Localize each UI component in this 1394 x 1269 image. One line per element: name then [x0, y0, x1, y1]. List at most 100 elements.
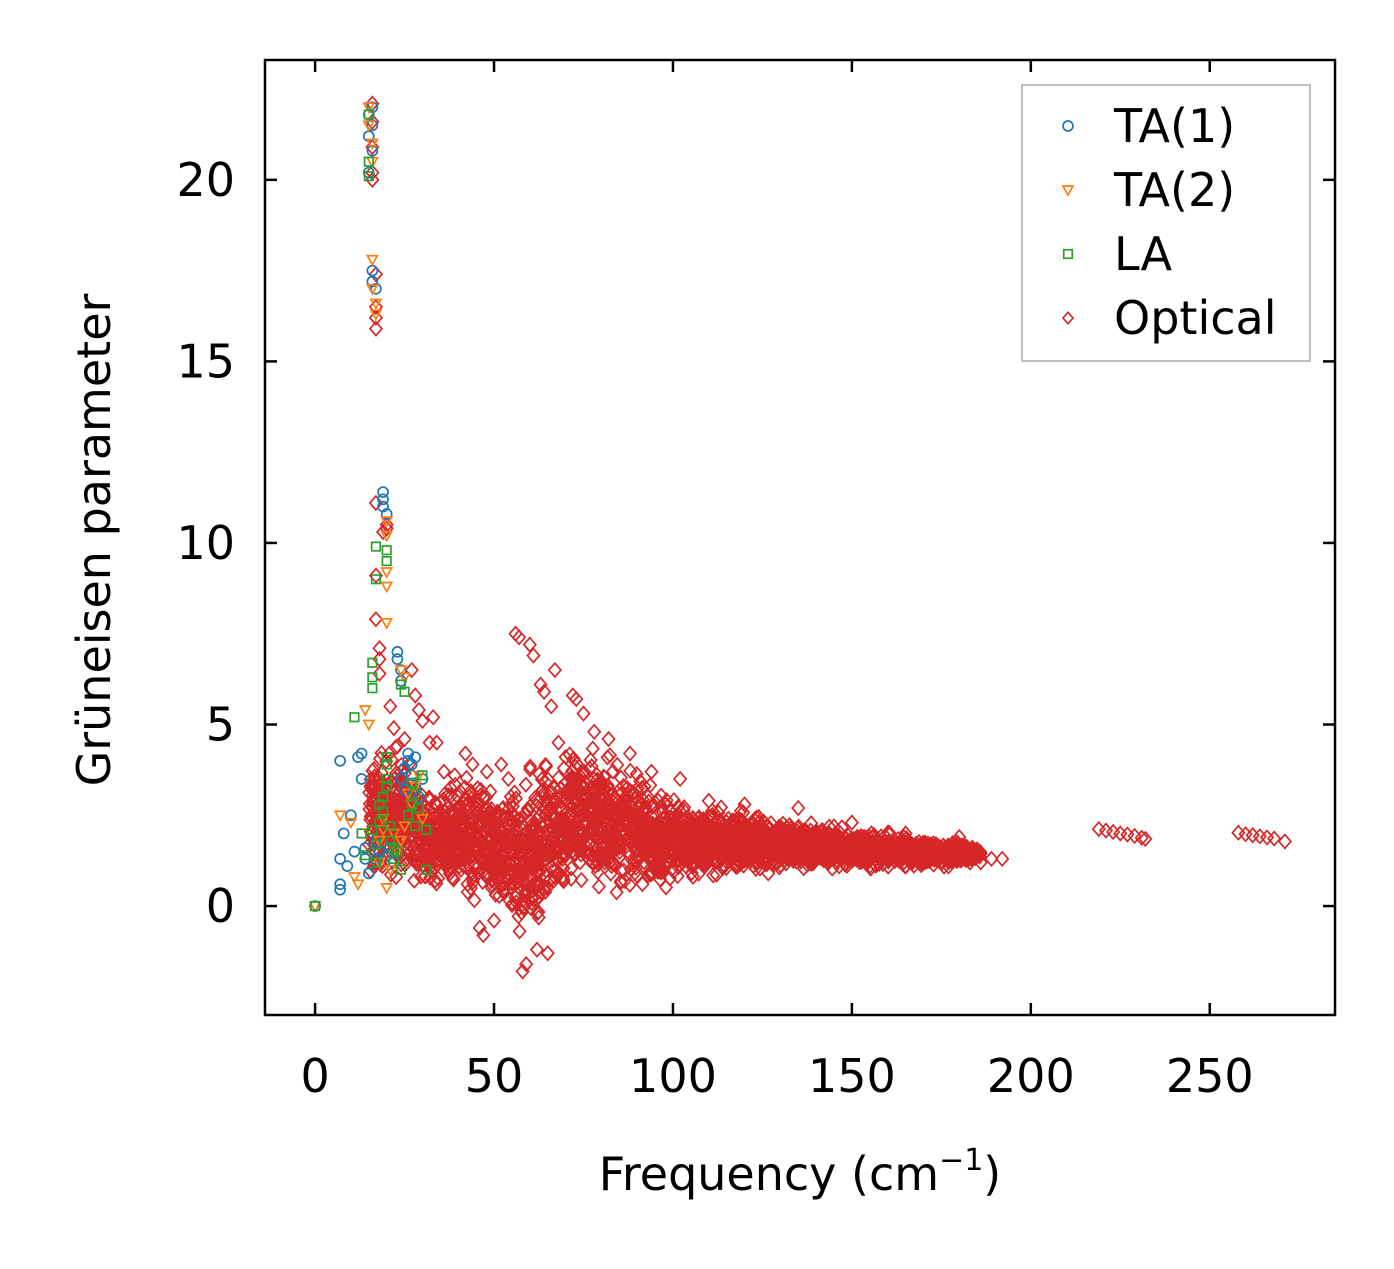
la-point: [381, 545, 392, 556]
legend-marker-optical: [1061, 310, 1075, 326]
optical-point: [529, 840, 545, 858]
optical-point: [844, 814, 860, 831]
ta-1-point: [334, 853, 347, 865]
optical-point: [691, 809, 707, 826]
optical-point: [459, 769, 474, 787]
optical-point: [602, 747, 618, 764]
x-axis-label: Frequency (cm−1): [599, 1143, 1002, 1201]
optical-point: [623, 762, 638, 780]
optical-point: [827, 846, 843, 863]
optical-point: [709, 866, 724, 883]
ta-1-point: [370, 282, 382, 295]
optical-point: [742, 820, 757, 837]
optical-point: [476, 825, 492, 842]
ta-1-point: [359, 842, 372, 854]
optical-point: [452, 797, 467, 814]
ta-2-point: [380, 530, 394, 543]
legend-label-la: LA: [1114, 227, 1173, 281]
optical-point: [446, 871, 461, 888]
optical-point: [372, 665, 387, 682]
optical-point: [517, 898, 532, 915]
optical-point: [551, 734, 566, 751]
ta-1-point: [337, 827, 350, 840]
optical-point: [511, 629, 527, 646]
optical-point: [510, 840, 525, 857]
optical-point: [530, 904, 545, 922]
optical-point: [793, 853, 808, 870]
optical-point: [774, 823, 789, 840]
optical-point: [533, 860, 548, 877]
optical-point: [440, 800, 456, 817]
optical-point: [487, 837, 503, 855]
optical-point: [634, 832, 649, 849]
legend-label-optical: Optical: [1114, 291, 1276, 345]
optical-point: [602, 827, 618, 844]
x-tick-label: 50: [465, 1049, 524, 1103]
optical-point: [674, 811, 689, 828]
optical-point: [612, 848, 628, 865]
optical-point: [672, 827, 687, 845]
optical-point: [494, 756, 509, 773]
optical-point: [680, 809, 695, 826]
optical-point: [757, 834, 772, 852]
optical-point: [653, 787, 669, 804]
optical-point: [635, 876, 650, 893]
optical-point: [368, 494, 384, 512]
ta-2-point: [348, 872, 361, 884]
ta-2-point: [351, 879, 365, 892]
la-point: [363, 109, 374, 120]
optical-point: [705, 806, 720, 824]
optical-point: [600, 852, 615, 869]
ta-1-point: [341, 860, 354, 872]
optical-point: [546, 845, 562, 863]
optical-point: [666, 791, 681, 809]
optical-point: [600, 796, 615, 813]
optical-point: [654, 798, 669, 815]
optical-point: [962, 854, 978, 871]
optical-point: [759, 839, 774, 857]
optical-point: [538, 774, 553, 791]
optical-point: [386, 719, 401, 737]
optical-point: [408, 687, 423, 704]
ta-1-point: [366, 119, 379, 132]
optical-point: [579, 806, 594, 823]
x-tick-label: 0: [300, 1049, 329, 1103]
optical-point: [600, 799, 615, 817]
optical-point: [685, 854, 700, 871]
optical-point: [578, 828, 593, 846]
la-point: [381, 556, 392, 567]
optical-point: [601, 730, 616, 748]
optical-point: [422, 791, 438, 809]
optical-point: [512, 923, 527, 940]
optical-point: [531, 909, 546, 926]
optical-point: [506, 808, 521, 825]
legend: TA(1) TA(2) LA Optical: [1021, 84, 1311, 362]
optical-point: [744, 823, 759, 841]
optical-point: [761, 865, 776, 882]
optical-point: [773, 846, 789, 863]
optical-point: [362, 784, 377, 801]
optical-point: [648, 856, 663, 873]
x-tick-label: 150: [808, 1049, 896, 1103]
optical-point: [540, 945, 555, 962]
optical-point: [473, 787, 488, 804]
optical-point: [620, 780, 635, 797]
ta-2-point: [365, 138, 379, 151]
optical-point: [594, 777, 609, 795]
la-point: [356, 828, 367, 839]
optical-point: [390, 792, 406, 809]
x-axis-label-sup: −1: [939, 1143, 983, 1178]
optical-point: [368, 611, 384, 628]
axis-layer: 0 50 100 150 200 250 0 5 10 15 20: [176, 60, 1335, 1103]
optical-point: [479, 763, 494, 780]
optical-point: [453, 809, 468, 827]
optical-point: [390, 738, 405, 755]
optical-point: [406, 831, 421, 849]
x-tick-label: 200: [987, 1049, 1075, 1103]
optical-point: [469, 791, 484, 809]
optical-point: [467, 892, 482, 909]
optical-point: [429, 734, 444, 751]
optical-point: [435, 840, 450, 857]
optical-point: [580, 801, 595, 819]
optical-point: [617, 823, 633, 840]
